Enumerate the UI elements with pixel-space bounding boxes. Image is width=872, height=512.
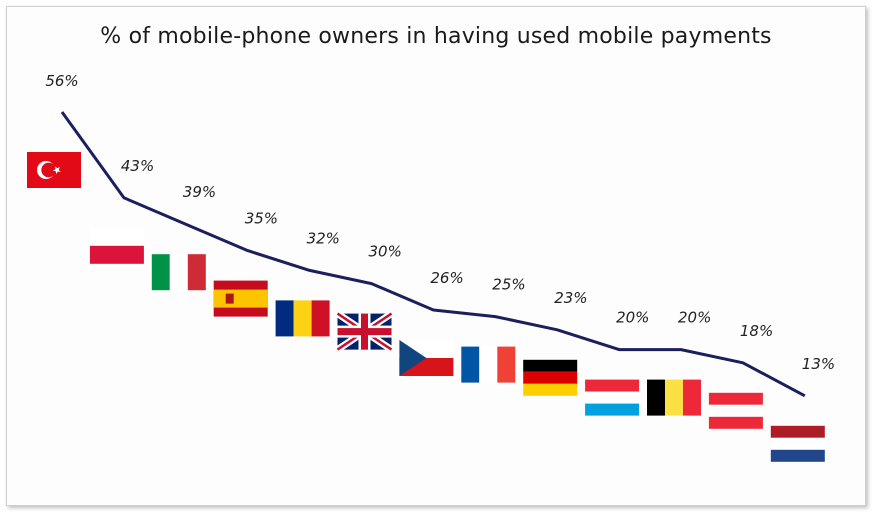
data-label: 20% [616,309,649,327]
flag-spain-icon [213,280,268,317]
data-labels: 56% 43% 39% 35% 32% 30% 26% 25% 23% 20% 20% 18% 13% [45,72,835,373]
flag-germany-icon [523,359,578,396]
data-label: 23% [554,289,587,307]
data-label: 13% [802,355,835,373]
data-label: 32% [307,229,340,247]
flag-italy-icon [151,254,206,291]
data-label: 18% [740,322,773,340]
data-label: 30% [369,243,402,261]
data-label: 56% [45,72,78,90]
data-label: 39% [183,183,216,201]
flag-romania-icon [275,300,330,337]
data-label: 26% [430,269,463,287]
flag-austria-icon [708,392,763,429]
flag-uk-icon [335,310,394,353]
data-label: 35% [245,210,278,228]
data-label: 25% [492,276,525,294]
series-line [60,111,806,398]
flag-turkey-icon [27,152,81,188]
flag-poland-icon [89,227,144,264]
flag-czech-icon [399,340,454,376]
flags-layer [27,152,825,462]
flag-luxembourg-icon [585,379,640,416]
data-label: 20% [678,309,711,327]
flag-netherlands-icon [770,425,825,462]
flag-france-icon [461,346,516,383]
chart-title: % of mobile-phone owners in having used … [100,24,772,49]
flag-belgium-icon [647,379,701,416]
data-label: 43% [121,157,154,175]
